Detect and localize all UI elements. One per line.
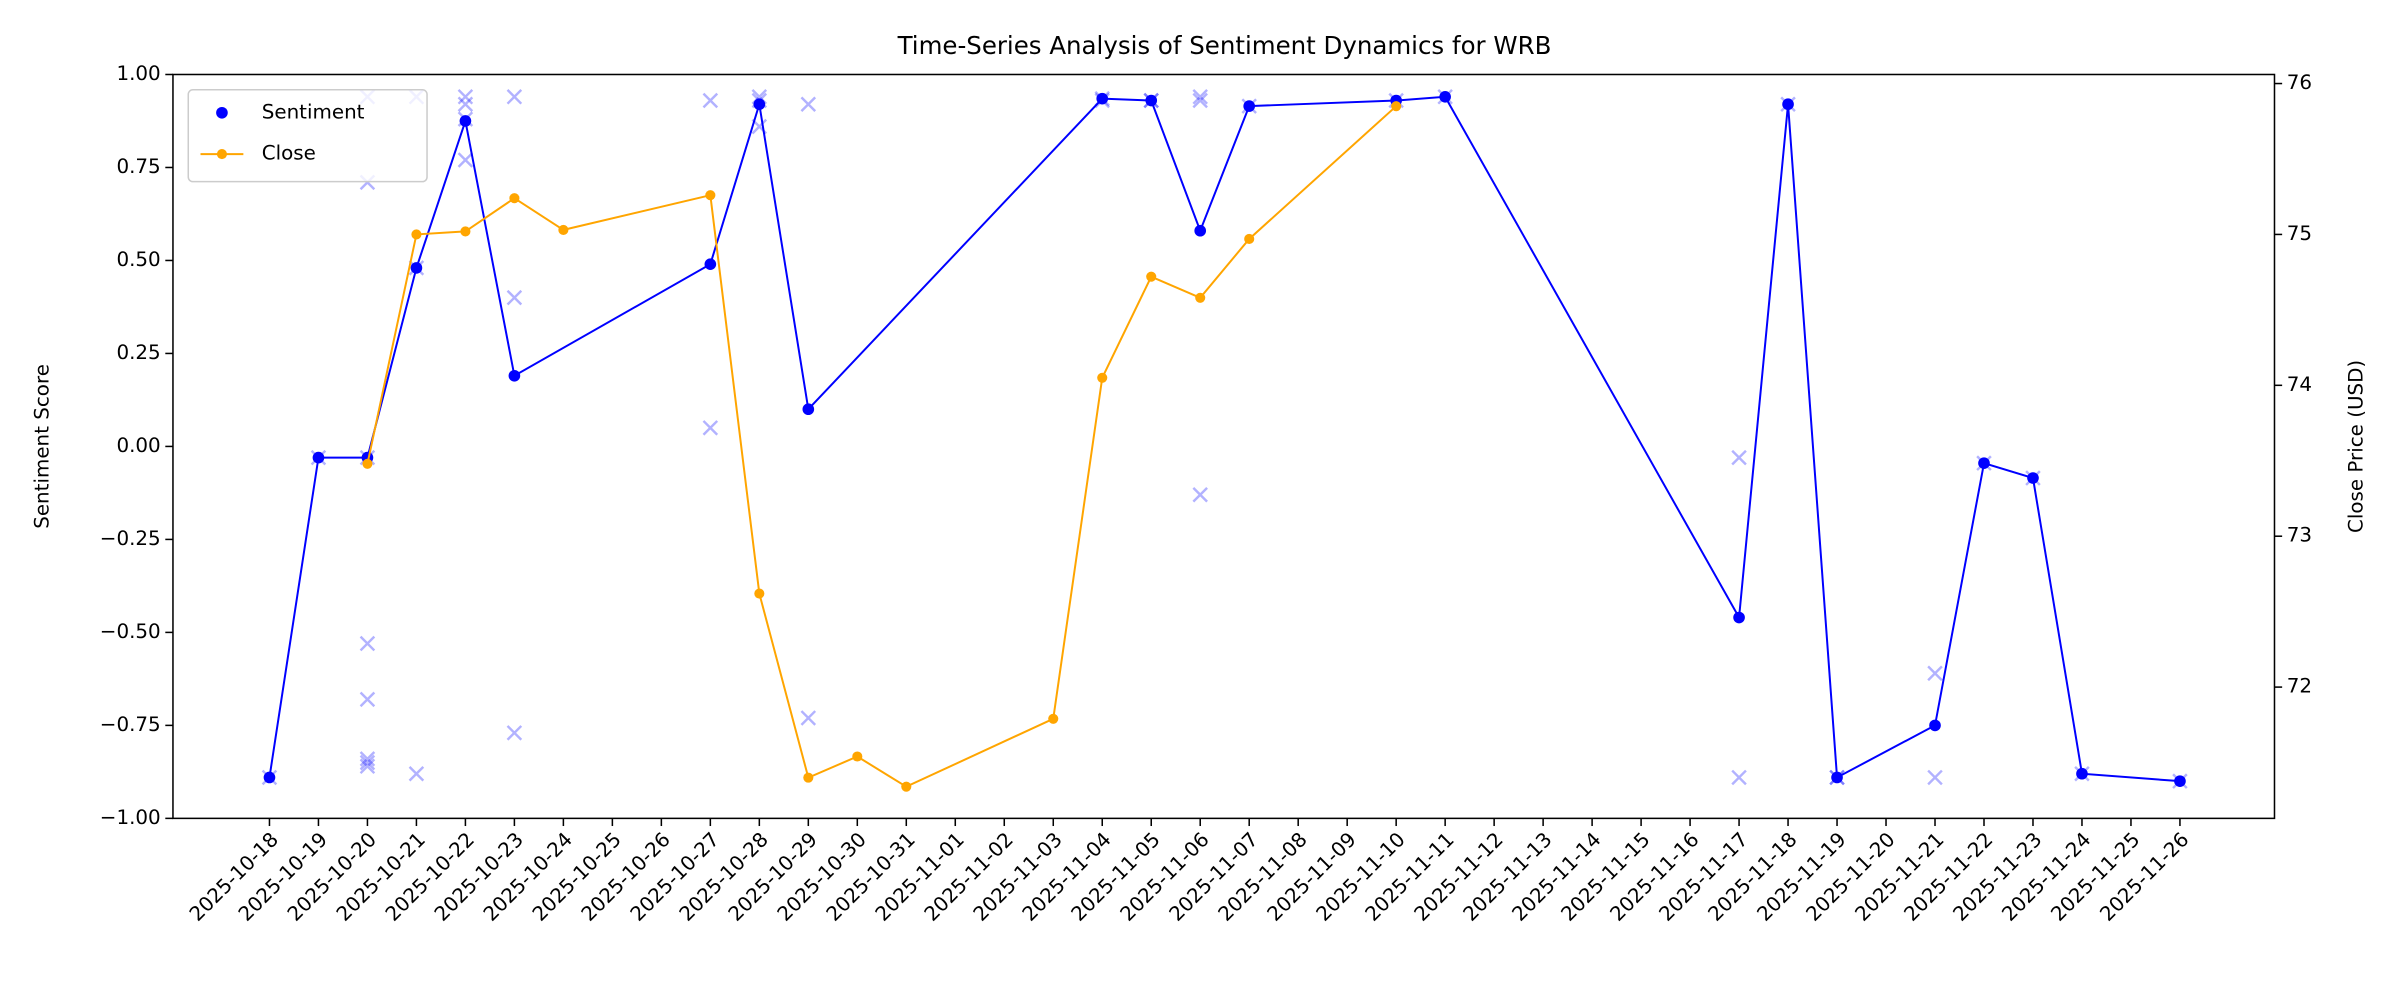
y-tick-label: 0.00: [116, 434, 160, 457]
series-point: [1096, 92, 1109, 105]
sentiment-point: [408, 765, 425, 782]
sentiment-point: [506, 289, 523, 306]
series-point: [1097, 372, 1108, 383]
legend-label: Close: [262, 142, 316, 165]
series-point: [362, 458, 373, 469]
sentiment-point: [359, 635, 376, 652]
series-point: [753, 98, 766, 111]
series-point: [410, 262, 423, 274]
sentiment-point: [1731, 769, 1747, 786]
y2-axis-label: Close Price (USD): [2345, 360, 2368, 533]
sentiment-point: [506, 725, 523, 741]
series-point: [1831, 771, 1843, 784]
y2-tick-label: 76: [2287, 71, 2312, 94]
series-point: [754, 588, 765, 599]
series-point: [1391, 101, 1402, 112]
sentiment-point: [702, 92, 719, 109]
sentiment-point: [1731, 449, 1747, 466]
legend-box: [187, 89, 428, 183]
sentiment-point: [1192, 89, 1208, 105]
series-point: [263, 771, 276, 784]
chart-title: Time-Series Analysis of Sentiment Dynami…: [897, 31, 1552, 60]
y-tick-label: −0.75: [100, 713, 161, 736]
series-point: [1782, 98, 1794, 111]
y-tick-label: −0.50: [100, 620, 161, 643]
legend-label: Sentiment: [262, 100, 365, 123]
series-point: [2174, 775, 2186, 787]
y2-tick-label: 73: [2287, 524, 2312, 547]
y-tick-label: 0.50: [116, 248, 160, 271]
series-point: [312, 451, 325, 464]
series-point: [1145, 94, 1158, 107]
series-line: [366, 105, 1397, 788]
series-point: [509, 193, 520, 204]
series-point: [1195, 292, 1206, 303]
y-tick-label: −0.25: [100, 527, 161, 550]
series-point: [1978, 457, 1990, 469]
sentiment-point: [359, 758, 376, 775]
y-tick-label: 0.25: [116, 341, 160, 364]
series-point: [704, 258, 717, 270]
sentiment-point: [359, 751, 376, 767]
series-point: [803, 772, 814, 783]
legend-marker: [216, 149, 227, 160]
series-point: [1243, 100, 1256, 112]
sentiment-point: [1192, 487, 1208, 503]
series-point: [1146, 271, 1157, 282]
sentiment-point: [1927, 665, 1943, 682]
sentiment-point: [457, 96, 474, 112]
series-point: [558, 224, 569, 235]
sentiment-point: [457, 89, 474, 105]
sentiment-point: [800, 710, 817, 726]
series-point: [460, 226, 471, 237]
series-point: [459, 115, 472, 127]
series-point: [1244, 233, 1255, 245]
plot-frame: [172, 73, 2276, 820]
sentiment-point: [1927, 769, 1943, 786]
series-point: [1439, 90, 1451, 103]
sentiment-point: [506, 89, 523, 105]
sentiment-point: [457, 152, 474, 168]
series-point: [2027, 472, 2039, 484]
series-point: [2076, 767, 2088, 780]
series-point: [411, 229, 422, 240]
y-tick-label: 0.75: [116, 155, 160, 178]
sentiment-point: [800, 96, 817, 112]
sentiment-point: [359, 691, 376, 708]
y-tick-label: −1.00: [100, 806, 161, 829]
sentiment-point: [1192, 92, 1208, 109]
y2-tick-label: 75: [2287, 222, 2312, 245]
series-point: [705, 190, 716, 201]
series-point: [1929, 719, 1941, 732]
series-point: [508, 369, 521, 382]
series-point: [852, 751, 863, 762]
y-axis-label: Sentiment Score: [30, 364, 53, 529]
sentiment-point: [702, 420, 719, 436]
y2-tick-label: 74: [2287, 373, 2312, 396]
legend-marker: [216, 106, 228, 119]
series-point: [901, 781, 912, 792]
sentiment-point: [359, 754, 376, 771]
series-point: [802, 403, 815, 416]
y2-tick-label: 72: [2287, 675, 2312, 698]
y-tick-label: 1.00: [116, 62, 160, 85]
series-point: [1194, 224, 1207, 237]
series-point: [1048, 713, 1059, 724]
series-point: [1733, 611, 1745, 624]
